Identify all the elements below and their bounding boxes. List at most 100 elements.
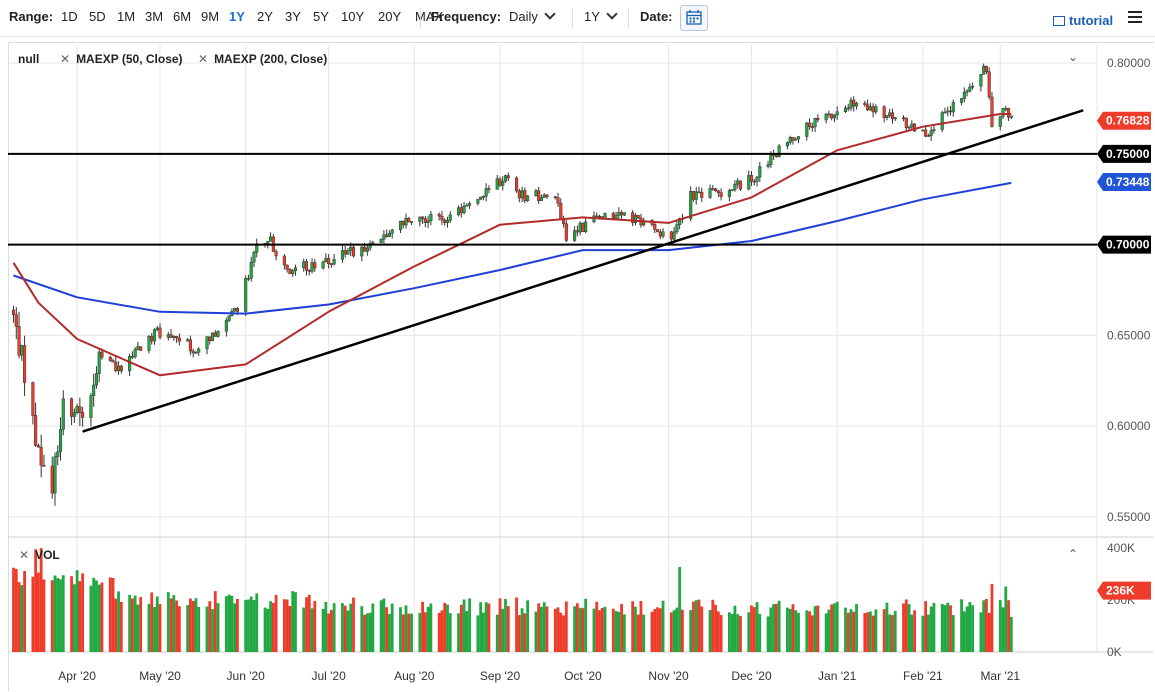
candle-body	[669, 231, 673, 240]
volume-bar	[385, 607, 389, 652]
volume-bar	[913, 610, 916, 652]
range-option-3y[interactable]: 3Y	[285, 9, 301, 24]
range-option-10y[interactable]: 10Y	[341, 9, 365, 24]
candle-body	[581, 222, 585, 232]
volume-bar	[266, 608, 270, 652]
chevron-up-icon[interactable]: ⌃	[1068, 547, 1079, 561]
legend-ma50-label: MAEXP (50, Close)	[76, 52, 183, 66]
volume-bar	[274, 594, 278, 652]
candle-body	[542, 194, 546, 198]
candle-body	[924, 129, 928, 137]
volume-bar	[1004, 586, 1008, 652]
candle-body	[747, 175, 751, 190]
volume-bar	[971, 605, 975, 652]
candle-body	[979, 74, 983, 87]
close-icon[interactable]: ✕	[19, 548, 30, 562]
frequency-select[interactable]: Daily	[509, 8, 556, 25]
volume-bar	[636, 614, 640, 652]
volume-bar	[233, 603, 237, 652]
volume-bar	[371, 603, 375, 652]
candle-body	[172, 335, 176, 338]
x-tick-label: May '20	[139, 669, 181, 683]
tutorial-link[interactable]: tutorial	[1053, 13, 1113, 28]
date-picker-button[interactable]	[680, 5, 708, 31]
volume-bar	[747, 612, 751, 652]
range-option-9m[interactable]: 9M	[201, 9, 220, 24]
candle-body	[962, 91, 966, 99]
level-badge-075-bg	[1097, 144, 1151, 163]
volume-bar	[642, 614, 646, 652]
volume-bar	[545, 606, 549, 652]
volume-bar	[600, 607, 604, 652]
last-price-badge-bg	[1097, 111, 1151, 130]
volume-badge: 236K	[1106, 584, 1135, 598]
volume-bar	[813, 606, 817, 652]
candle-body	[94, 373, 98, 386]
volume-bar	[153, 606, 156, 652]
volume-bar	[407, 613, 411, 652]
volume-bar	[150, 592, 154, 652]
range-option-6m[interactable]: 6M	[173, 9, 192, 24]
candle-body	[97, 351, 101, 374]
y-tick-label: 0.80000	[1107, 56, 1151, 70]
range-option-5d[interactable]: 5D	[89, 9, 106, 24]
range-option-3m[interactable]: 3M	[145, 9, 164, 24]
volume-bar	[349, 603, 353, 652]
candle-body	[307, 270, 311, 272]
volume-bar	[755, 602, 759, 652]
legend-main-series: null	[18, 52, 39, 66]
period-select[interactable]: 1Y	[584, 8, 618, 25]
candle-body	[114, 361, 118, 372]
candle-body	[830, 113, 834, 119]
chevron-down-icon[interactable]: ⌄	[1068, 50, 1079, 64]
volume-bar	[681, 609, 684, 652]
hamburger-menu-icon[interactable]	[1128, 11, 1142, 23]
candle-body	[946, 110, 950, 113]
volume-bar	[404, 605, 408, 652]
volume-bar	[294, 592, 297, 652]
candle-body	[304, 261, 309, 271]
candle-body	[515, 177, 519, 192]
volume-bar	[866, 612, 869, 652]
candle-body	[302, 261, 306, 268]
volume-bar	[59, 579, 62, 652]
candle-body	[653, 224, 657, 230]
range-option-max[interactable]: MAX	[415, 9, 444, 24]
volume-bar	[31, 576, 35, 652]
x-tick-label: Oct '20	[564, 669, 602, 683]
candle-body	[678, 218, 682, 225]
candle-body	[429, 214, 433, 221]
volume-bar	[443, 602, 447, 652]
x-tick-label: Feb '21	[903, 669, 943, 683]
candle-body	[385, 234, 389, 237]
volume-bar	[263, 607, 267, 652]
volume-bar	[388, 614, 391, 652]
volume-bar	[924, 601, 928, 652]
volume-bar	[614, 611, 618, 652]
volume-bar	[72, 584, 76, 652]
volume-bar	[634, 606, 637, 652]
range-option-1m[interactable]: 1M	[117, 9, 136, 24]
candle-body	[443, 219, 447, 223]
range-option-1d[interactable]: 1D	[61, 9, 78, 24]
x-tick-label: Apr '20	[58, 669, 96, 683]
range-option-1y[interactable]: 1Y	[229, 9, 245, 24]
volume-bar	[208, 601, 212, 652]
candle-body	[139, 346, 143, 351]
range-option-5y[interactable]: 5Y	[313, 9, 329, 24]
close-icon[interactable]: ✕	[198, 52, 209, 66]
volume-bar	[736, 614, 740, 652]
volume-bar	[772, 604, 776, 652]
range-option-2y[interactable]: 2Y	[257, 9, 273, 24]
range-option-20y[interactable]: 20Y	[378, 9, 402, 24]
volume-bar	[495, 614, 499, 652]
candle-body	[61, 398, 65, 430]
volume-bar	[888, 614, 892, 652]
close-icon[interactable]: ✕	[60, 52, 71, 66]
volume-bar	[830, 604, 834, 652]
volume-bar	[797, 612, 800, 652]
candle-body	[282, 255, 286, 266]
candle-body	[890, 112, 895, 120]
candle-body	[926, 135, 930, 137]
volume-bar	[874, 609, 878, 652]
